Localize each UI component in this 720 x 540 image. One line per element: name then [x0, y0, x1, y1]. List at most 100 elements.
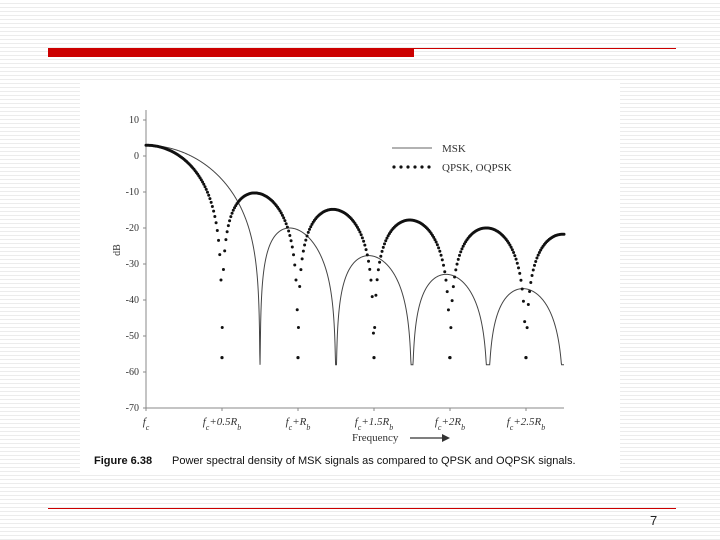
qpsk-point: [294, 278, 298, 282]
y-tick-label: -40: [126, 295, 139, 306]
qpsk-point: [510, 248, 514, 252]
qpsk-point: [446, 308, 450, 312]
qpsk-point: [432, 235, 436, 239]
qpsk-point: [355, 225, 359, 229]
qpsk-point: [444, 278, 448, 282]
y-tick-label: -20: [126, 223, 139, 234]
y-tick-label: 10: [129, 115, 139, 126]
x-tick-label: fc+2.5Rb: [507, 416, 546, 432]
x-axis-arrow: [410, 434, 450, 442]
qpsk-point: [306, 230, 310, 234]
qpsk-point: [454, 268, 458, 272]
qpsk-point: [363, 243, 367, 247]
qpsk-point: [228, 219, 232, 223]
qpsk-point: [209, 200, 213, 204]
y-tick-label: -50: [126, 331, 139, 342]
qpsk-point: [367, 259, 371, 263]
caption-text: Power spectral density of MSK signals as…: [172, 455, 576, 467]
qpsk-point: [308, 227, 312, 231]
footer-rule: [48, 508, 676, 509]
qpsk-point: [299, 268, 303, 272]
qpsk-point: [214, 221, 218, 225]
x-tick-labels: fc fc+0.5Rb fc+Rb fc+1.5Rb fc+2Rb fc+2.5Rb: [143, 408, 546, 432]
qpsk-point: [530, 274, 534, 278]
qpsk-point: [443, 270, 447, 274]
qpsk-point: [360, 236, 364, 240]
qpsk-point: [384, 239, 388, 243]
y-tick-label: -70: [126, 403, 139, 414]
qpsk-point: [445, 290, 449, 294]
qpsk-point: [534, 259, 538, 263]
qpsk-point: [223, 249, 227, 253]
qpsk-point: [217, 238, 221, 242]
legend-dot: [399, 165, 403, 169]
qpsk-point: [532, 263, 536, 267]
qpsk-point: [204, 187, 208, 191]
qpsk-point: [201, 180, 205, 184]
qpsk-point: [523, 320, 527, 324]
qpsk-point: [371, 331, 375, 335]
x-tick-label: fc+0.5Rb: [203, 416, 242, 432]
qpsk-point: [520, 287, 524, 291]
qpsk-point: [434, 240, 438, 244]
qpsk-point: [357, 228, 361, 232]
qpsk-point: [212, 209, 216, 213]
psd-chart: 10 0 -10 -20 -30 -40 -50 -60 -70 fc fc+0.5Rb fc+Rb…: [94, 110, 576, 467]
x-axis-label: Frequency: [352, 432, 399, 444]
qpsk-point: [305, 234, 309, 238]
qpsk-point: [213, 214, 217, 218]
qpsk-point: [288, 234, 292, 238]
qpsk-point: [279, 211, 283, 215]
qpsk-point: [224, 238, 228, 242]
qpsk-point: [535, 256, 539, 260]
qpsk-point: [202, 182, 206, 186]
qpsk-point: [439, 253, 443, 257]
qpsk-point: [205, 190, 209, 194]
qpsk-point: [459, 250, 463, 254]
x-tick-label: fc+Rb: [286, 416, 311, 432]
qpsk-point: [365, 253, 369, 257]
qpsk-point: [287, 229, 291, 233]
qpsk-point: [203, 185, 207, 189]
qpsk-point: [518, 271, 522, 275]
qpsk-point: [458, 253, 461, 257]
qpsk-point: [455, 262, 459, 266]
qpsk-point: [435, 243, 439, 247]
qpsk-point: [303, 243, 307, 247]
qpsk-null-point: [448, 356, 452, 360]
qpsk-point: [528, 290, 532, 293]
legend: MSK QPSK, OQPSK: [392, 143, 512, 174]
qpsk-point: [282, 216, 286, 220]
qpsk-point: [368, 267, 372, 271]
qpsk-point: [301, 249, 305, 253]
qpsk-point: [461, 244, 465, 248]
x-tick-label: fc+1.5Rb: [355, 416, 394, 432]
qpsk-point: [514, 257, 518, 261]
y-axis-label: dB: [112, 244, 123, 256]
qpsk-point: [218, 253, 222, 257]
qpsk-point: [562, 232, 566, 236]
qpsk-point: [531, 268, 535, 272]
legend-qpsk-swatch: [392, 165, 431, 169]
qpsk-point: [376, 268, 380, 272]
legend-dot: [413, 165, 417, 169]
legend-dot: [420, 165, 424, 169]
qpsk-point: [513, 254, 517, 258]
qpsk-point: [440, 258, 444, 262]
qpsk-point: [515, 261, 519, 265]
curves: [144, 143, 566, 366]
qpsk-point: [508, 243, 512, 247]
qpsk-point: [298, 285, 302, 288]
x-tick-label: fc: [143, 416, 150, 432]
qpsk-point: [536, 253, 540, 257]
qpsk-point: [210, 204, 214, 208]
qpsk-null-point: [524, 356, 528, 360]
qpsk-null-point: [220, 356, 224, 360]
qpsk-point: [438, 249, 442, 253]
qpsk-point: [293, 263, 297, 267]
qpsk-point: [285, 225, 289, 229]
qpsk-point: [207, 193, 211, 197]
axes: [145, 110, 564, 409]
qpsk-point: [517, 266, 521, 270]
qpsk-point: [512, 251, 516, 255]
